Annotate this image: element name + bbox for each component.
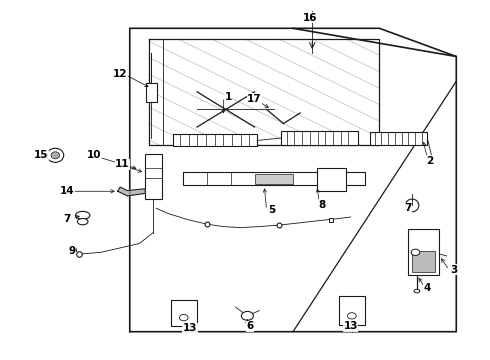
Bar <box>370 132 427 145</box>
Ellipse shape <box>51 152 60 159</box>
Ellipse shape <box>405 199 419 212</box>
Text: 12: 12 <box>113 69 127 79</box>
Bar <box>339 296 365 325</box>
Polygon shape <box>118 187 145 196</box>
Text: 4: 4 <box>424 283 431 293</box>
Text: 11: 11 <box>115 159 130 169</box>
Text: 8: 8 <box>318 200 325 210</box>
Bar <box>281 131 358 145</box>
Text: 2: 2 <box>426 156 434 166</box>
Text: 13: 13 <box>183 323 197 333</box>
Text: 1: 1 <box>224 92 232 102</box>
Bar <box>173 134 257 147</box>
Text: 10: 10 <box>87 150 101 160</box>
Text: 16: 16 <box>303 13 317 23</box>
Bar <box>146 83 157 102</box>
Ellipse shape <box>242 311 253 320</box>
Bar <box>171 300 197 327</box>
Text: 9: 9 <box>69 246 75 256</box>
Text: 3: 3 <box>450 265 458 275</box>
Text: 5: 5 <box>268 205 275 215</box>
Text: 13: 13 <box>343 321 358 332</box>
Ellipse shape <box>47 148 64 162</box>
Ellipse shape <box>347 312 356 319</box>
Text: 7: 7 <box>64 214 71 224</box>
Bar <box>255 174 293 184</box>
Ellipse shape <box>179 314 188 321</box>
Bar <box>183 172 365 185</box>
Bar <box>145 154 162 199</box>
Bar <box>408 229 440 275</box>
Ellipse shape <box>77 219 88 225</box>
Ellipse shape <box>411 249 420 256</box>
Text: 14: 14 <box>60 186 74 195</box>
Text: 7: 7 <box>405 203 412 213</box>
Bar <box>317 168 346 190</box>
Text: 6: 6 <box>246 321 253 332</box>
Bar <box>412 251 435 272</box>
Text: 17: 17 <box>247 94 262 104</box>
Ellipse shape <box>414 289 420 293</box>
Text: 15: 15 <box>34 150 48 160</box>
Ellipse shape <box>75 211 90 219</box>
